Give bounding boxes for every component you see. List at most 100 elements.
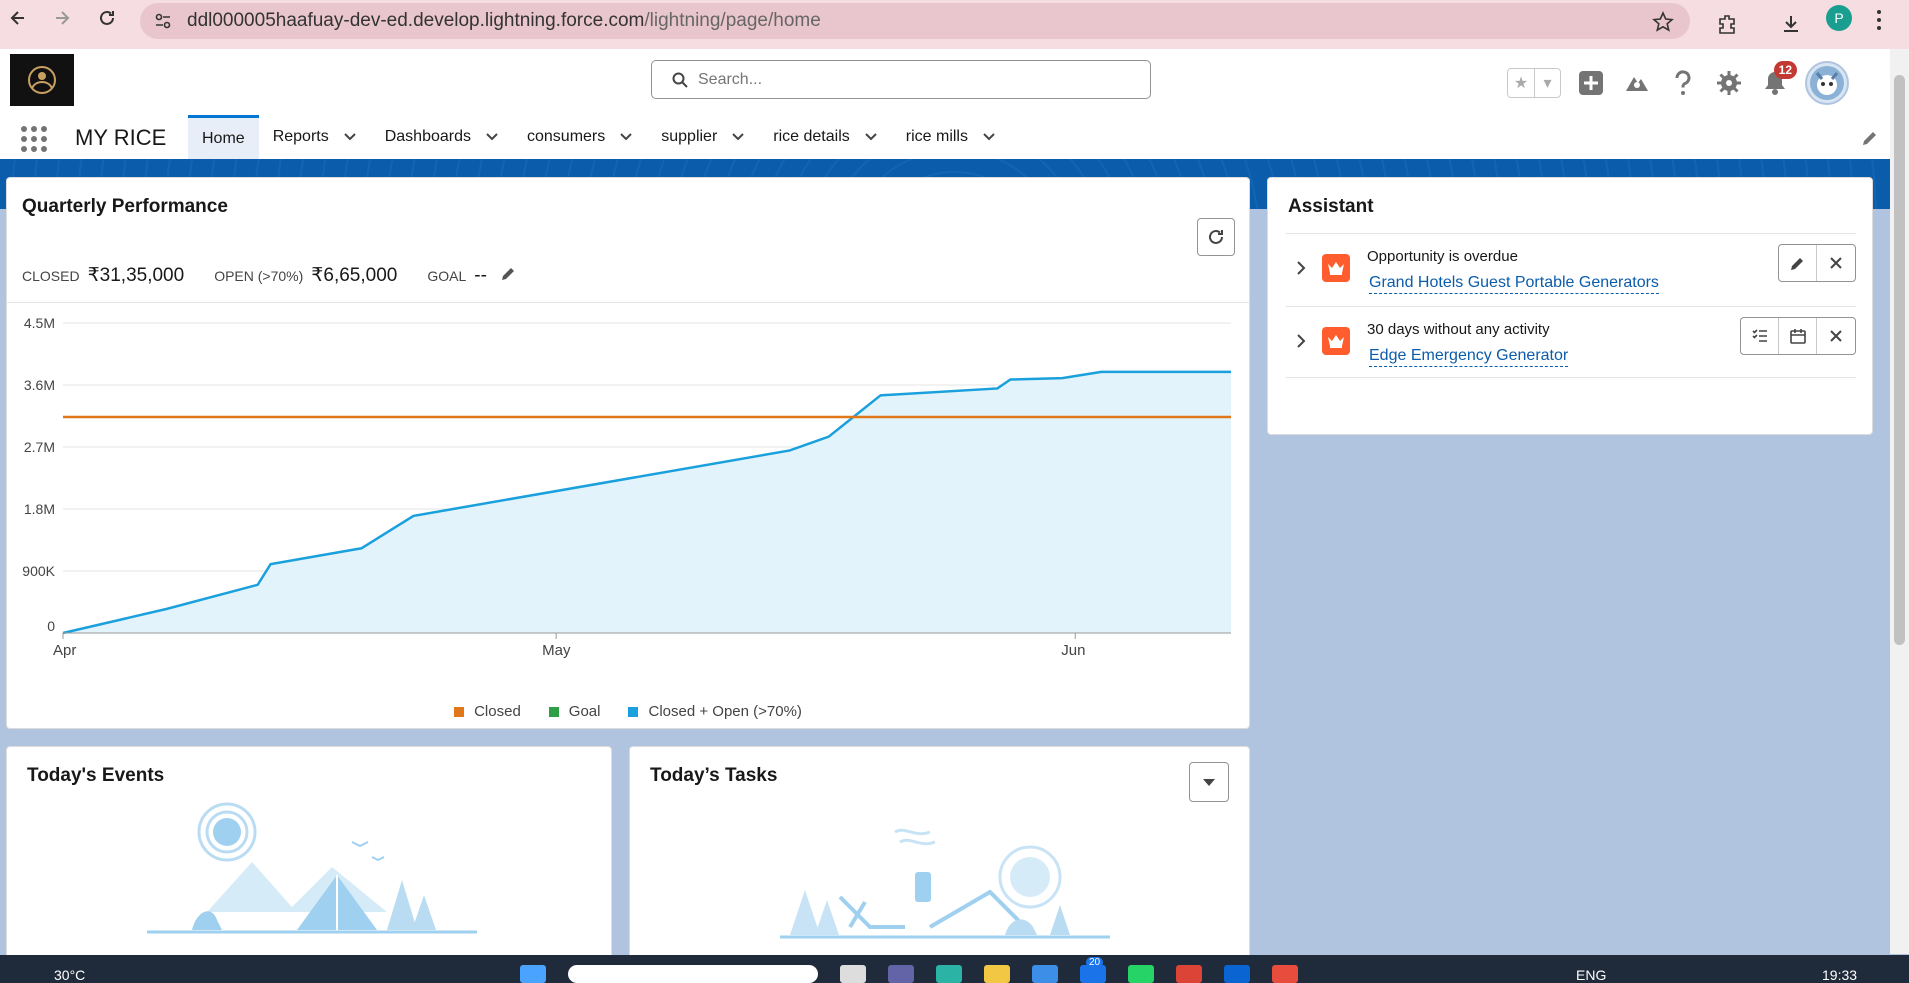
goal-value: -- [474, 265, 487, 286]
tab-dashboards[interactable]: Dashboards [371, 115, 513, 159]
y-tick-label: 1.8M [24, 501, 55, 517]
opportunity-link[interactable]: Grand Hotels Guest Portable Generators [1369, 274, 1659, 294]
new-event-calendar-icon[interactable] [1779, 318, 1817, 354]
help-icon[interactable] [1667, 67, 1699, 99]
chevron-down-icon[interactable] [982, 130, 996, 144]
tab-consumers[interactable]: consumers [513, 115, 647, 159]
bookmark-star-icon[interactable] [1652, 11, 1674, 33]
back-icon[interactable] [4, 4, 32, 32]
todays-events-card: Today's Events [6, 746, 612, 983]
legend-item[interactable]: Closed + Open (>70%) [628, 703, 802, 720]
page-scrollbar[interactable] [1890, 49, 1909, 954]
open-value: ₹6,65,000 [311, 265, 398, 286]
opportunity-crown-icon [1322, 327, 1350, 355]
edit-nav-pencil-icon[interactable] [1861, 129, 1879, 147]
goal-label: GOAL [427, 268, 467, 284]
tab-rice-mills[interactable]: rice mills [892, 115, 1010, 159]
y-tick-label: 2.7M [24, 439, 55, 455]
tab-label: Dashboards [384, 128, 471, 145]
site-info-icon[interactable] [154, 12, 172, 30]
teams-icon[interactable] [888, 965, 914, 983]
language-indicator[interactable]: ENG [1576, 967, 1607, 983]
dismiss-close-icon[interactable] [1817, 318, 1855, 354]
legend-item[interactable]: Goal [548, 703, 601, 720]
edit-goal-pencil-icon[interactable] [501, 265, 517, 281]
edit-pencil-icon[interactable] [1779, 245, 1817, 281]
expand-chevron-icon[interactable] [1294, 333, 1308, 349]
weather-temperature[interactable]: 30°C [54, 967, 86, 983]
taskbar-search-icon[interactable] [568, 965, 818, 983]
url-text: ddl000005haafuay-dev-ed.develop.lightnin… [187, 10, 821, 31]
scrollbar-thumb[interactable] [1894, 75, 1905, 645]
chevron-down-icon[interactable] [731, 130, 745, 144]
assistant-item: Opportunity is overdue Grand Hotels Gues… [1286, 233, 1856, 305]
edge-icon[interactable] [936, 965, 962, 983]
tab-reports[interactable]: Reports [259, 115, 371, 159]
downloads-icon[interactable] [1780, 13, 1802, 35]
assistant-actions [1778, 244, 1856, 282]
y-tick-label: 4.5M [24, 315, 55, 331]
refresh-button[interactable] [1197, 218, 1235, 256]
profile-initial: P [1834, 10, 1844, 26]
system-clock[interactable]: 19:33 [1822, 967, 1858, 983]
browser-toolbar: ddl000005haafuay-dev-ed.develop.lightnin… [0, 0, 1909, 49]
global-actions-icon[interactable] [1575, 67, 1607, 99]
setup-gear-icon[interactable] [1713, 67, 1745, 99]
favorites-dropdown-icon[interactable]: ▾ [1534, 69, 1560, 97]
chevron-down-icon[interactable] [619, 130, 633, 144]
os-taskbar: 30°C 20 ENG 19:33 [0, 955, 1909, 983]
file-explorer-icon[interactable] [984, 965, 1010, 983]
legend-item[interactable]: Closed [454, 703, 521, 720]
extensions-icon[interactable] [1716, 13, 1738, 35]
x-tick-label: Apr [53, 642, 76, 659]
tab-label: Home [202, 129, 245, 147]
dismiss-close-icon[interactable] [1817, 245, 1855, 281]
calendar-app-icon[interactable] [1272, 965, 1298, 983]
opportunity-link[interactable]: Edge Emergency Generator [1369, 347, 1569, 367]
x-tick-label: May [542, 642, 571, 659]
browser-menu-icon[interactable] [1876, 9, 1882, 31]
tab-label: rice mills [905, 128, 968, 145]
whatsapp-icon[interactable] [1128, 965, 1154, 983]
user-avatar[interactable] [1805, 61, 1849, 105]
outlook-icon[interactable] [1224, 965, 1250, 983]
metrics-divider [7, 302, 1249, 303]
nav-tabs: Home Reports Dashboards consumers supplier ri… [188, 115, 1010, 159]
forward-icon[interactable] [48, 4, 76, 32]
app-header: ★ ▾ 12 MY RICE Home Reports Dashboards cons… [0, 49, 1909, 159]
chrome-icon[interactable] [1176, 965, 1202, 983]
company-logo [10, 54, 74, 106]
tab-rice-details[interactable]: rice details [759, 115, 891, 159]
app-launcher-icon[interactable] [20, 125, 48, 153]
app-navigation: MY RICE Home Reports Dashboards consumers su… [0, 115, 1909, 159]
legend-swatch [628, 706, 639, 717]
assistant-item-subtitle: Opportunity is overdue [1367, 248, 1518, 265]
favorites-star-icon[interactable]: ★ [1513, 75, 1529, 92]
y-tick-label: 3.6M [24, 377, 55, 393]
trailhead-icon[interactable] [1621, 67, 1653, 99]
store-icon[interactable] [1032, 965, 1058, 983]
assistant-item: 30 days without any activity Edge Emerge… [1286, 306, 1856, 378]
reload-icon[interactable] [93, 4, 121, 32]
y-tick-label: 900K [22, 563, 55, 579]
chevron-down-icon[interactable] [485, 130, 499, 144]
chevron-down-icon[interactable] [343, 130, 357, 144]
closed-open-area [63, 371, 1231, 633]
favorites-group[interactable]: ★ ▾ [1507, 68, 1561, 98]
mail-icon[interactable]: 20 [1080, 957, 1106, 983]
windows-start-icon[interactable] [520, 965, 546, 983]
tab-home[interactable]: Home [188, 115, 259, 159]
task-view-icon[interactable] [840, 965, 866, 983]
profile-avatar[interactable]: P [1826, 5, 1852, 31]
expand-chevron-icon[interactable] [1294, 260, 1308, 276]
chevron-down-icon[interactable] [864, 130, 878, 144]
new-task-icon[interactable] [1741, 318, 1779, 354]
notifications-bell-icon[interactable]: 12 [1759, 61, 1797, 99]
legend-label: Goal [568, 703, 601, 720]
tab-supplier[interactable]: supplier [647, 115, 759, 159]
address-bar[interactable]: ddl000005haafuay-dev-ed.develop.lightnin… [140, 3, 1690, 39]
global-search[interactable] [651, 60, 1151, 99]
quarterly-performance-card: Quarterly Performance CLOSED ₹31,35,000 … [6, 177, 1250, 729]
tasks-filter-dropdown[interactable] [1189, 762, 1229, 802]
search-input[interactable] [698, 70, 1118, 89]
